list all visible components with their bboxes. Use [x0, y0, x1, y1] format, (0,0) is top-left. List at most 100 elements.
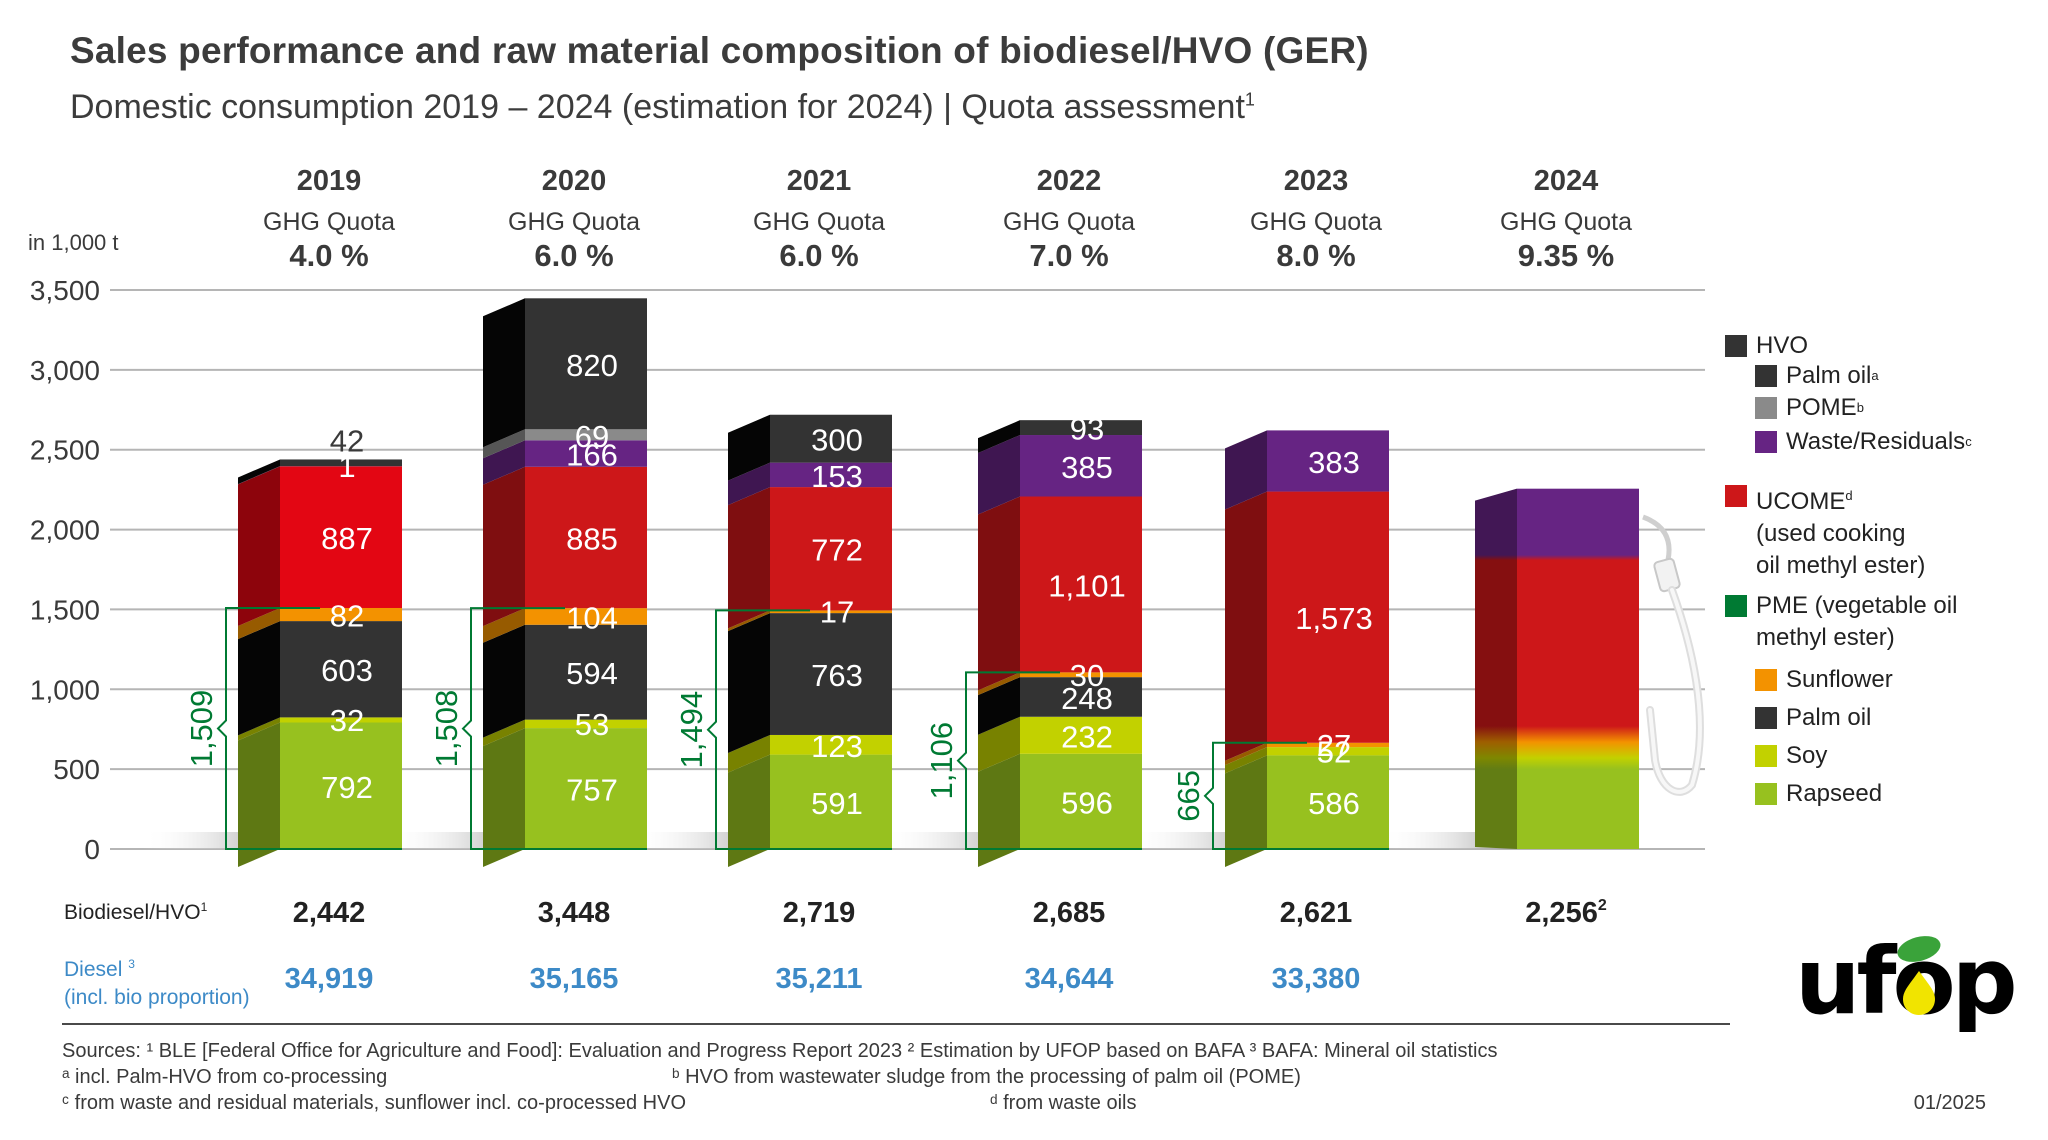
quota-label: GHG Quota	[1003, 208, 1135, 236]
segment-label-rapeseed: 757	[566, 773, 618, 808]
legend-hvo-palm: Palm oil a	[1755, 360, 1879, 392]
bar-estimate-front	[1517, 488, 1639, 849]
diesel-total: 35,165	[530, 963, 619, 995]
segment-label-hvo_palm: 42	[330, 423, 364, 458]
segment-label-rapeseed: 591	[811, 786, 863, 821]
subtitle-footnote: 1	[1244, 89, 1255, 110]
bar-side-pme_palm	[728, 613, 770, 753]
legend-soy: Soy	[1755, 740, 1827, 772]
legend-swatch-soy	[1755, 745, 1777, 767]
legend-swatch-hvo	[1725, 335, 1747, 357]
legend-ucome: UCOMEd (used cooking oil methyl ester)	[1725, 480, 1925, 582]
y-tick-label: 1,500	[30, 594, 100, 625]
bar-side-pme_palm	[238, 621, 280, 736]
total-rows: 2,442 34,919 3,448 35,165 2,719 35,211 2,685 34…	[285, 897, 1607, 995]
pme-total-label: 1,106	[924, 722, 959, 800]
bar-side-hvo_palm	[238, 459, 280, 485]
year-label: 2021	[787, 165, 852, 197]
segment-label-rapeseed: 596	[1061, 785, 1113, 820]
bar-segment-waste	[770, 462, 892, 488]
bar-side-hvo_palm	[978, 420, 1020, 454]
diesel-label-sup: 3	[128, 957, 135, 971]
biodiesel-total: 2,442	[293, 897, 366, 929]
bar-segment-ucome	[280, 466, 402, 608]
legend-ucome-text: UCOMEd (used cooking oil methyl ester)	[1756, 480, 1925, 582]
biodiesel-label-text: Biodiesel/HVO	[64, 901, 201, 924]
bar-side-waste	[238, 466, 280, 485]
pme-total-label: 1,494	[674, 691, 709, 769]
biodiesel-total: 2,685	[1033, 897, 1106, 929]
bar-side-pome	[483, 429, 525, 459]
footer-note-d: ᵈ from waste oils	[990, 1092, 1137, 1114]
footer-date: 01/2025	[1913, 1092, 1986, 1114]
bar-segment-sunflower	[770, 610, 892, 614]
segment-label-waste: 383	[1308, 445, 1360, 480]
biodiesel-total: 3,448	[538, 897, 611, 929]
bar-side-rapeseed	[483, 728, 525, 867]
diesel-label-sub: (incl. bio proportion)	[64, 986, 250, 1009]
bar-side-waste	[728, 462, 770, 506]
bar-segment-hvo_palm	[525, 298, 647, 430]
bar-segment-sunflower	[525, 608, 647, 625]
bar-side-hvo_palm	[483, 298, 525, 448]
segment-label-ucome: 1,101	[1048, 568, 1126, 603]
bar-segment-soy	[1020, 716, 1142, 754]
y-tick-label: 2,500	[30, 435, 100, 466]
bar-segment-ucome	[1020, 496, 1142, 673]
quota-value: 6.0 %	[779, 238, 858, 273]
legend-swatch-rapeseed	[1755, 783, 1777, 805]
bar-segment-waste	[525, 440, 647, 467]
bar-side-ucome	[238, 466, 280, 626]
legend-label: Rapseed	[1786, 780, 1883, 807]
quota-label: GHG Quota	[263, 208, 395, 236]
bar-side-rapeseed	[238, 722, 280, 867]
legend-pome: POME b	[1755, 392, 1864, 424]
legend-label: Soy	[1786, 742, 1828, 769]
legend-sup: a	[1871, 368, 1879, 383]
legend-sup: c	[1965, 434, 1972, 449]
biodiesel-total: 2,719	[783, 897, 856, 929]
bar-side-sunflower	[1225, 742, 1267, 766]
bar-side-rapeseed	[1225, 755, 1267, 867]
bar-side-waste	[1225, 430, 1267, 510]
bar-2019	[238, 459, 402, 867]
bar-side-pme_palm	[483, 624, 525, 738]
bar-side-ucome	[483, 466, 525, 627]
bar-segment-pme_palm	[280, 621, 402, 718]
segment-label-pome: 69	[575, 419, 609, 454]
bar-side-soy	[483, 719, 525, 747]
fuel-nozzle-icon	[1642, 514, 1704, 796]
pme-brackets: 1,509 1,508 1,494 1,106 665	[184, 606, 1389, 850]
pme-bracket	[706, 609, 892, 850]
bar-side-rapeseed	[728, 754, 770, 867]
bar-2020	[483, 298, 647, 867]
bar-segment-sunflower	[280, 607, 402, 622]
y-axis-unit: in 1,000 t	[28, 230, 119, 255]
y-tick-label: 500	[53, 754, 100, 785]
legend-swatch-hvo-palm	[1755, 365, 1777, 387]
segment-label-soy: 232	[1061, 719, 1113, 754]
segment-label-sunflower: 17	[820, 595, 854, 630]
biodiesel-total: 2,621	[1280, 897, 1353, 929]
quota-value: 7.0 %	[1029, 238, 1108, 273]
legend-pme: PME (vegetable oil methyl ester)	[1725, 590, 1957, 654]
pme-bracket	[956, 671, 1142, 850]
bar-segment-waste	[1020, 435, 1142, 497]
bar-segment-waste	[1267, 430, 1389, 492]
segment-label-pme_palm: 603	[321, 653, 373, 688]
segment-label-hvo_palm: 300	[811, 423, 863, 458]
pme-total-label: 1,509	[184, 690, 219, 768]
quota-value: 9.35 %	[1518, 238, 1615, 273]
pme-bracket	[461, 607, 647, 850]
segment-label-waste: 166	[566, 438, 618, 473]
bar-2024	[1475, 488, 1639, 849]
bar-segment-hvo_palm	[280, 459, 402, 467]
legend-hvo: HVO	[1725, 330, 1808, 362]
bar-2021	[728, 414, 892, 867]
oil-drop-icon	[1903, 971, 1935, 1015]
segment-label-pme_palm: 248	[1061, 681, 1113, 716]
bar-side-sunflower	[978, 672, 1020, 696]
legend-sunflower: Sunflower	[1755, 664, 1893, 696]
legend-swatch-pme-palm	[1755, 707, 1777, 729]
